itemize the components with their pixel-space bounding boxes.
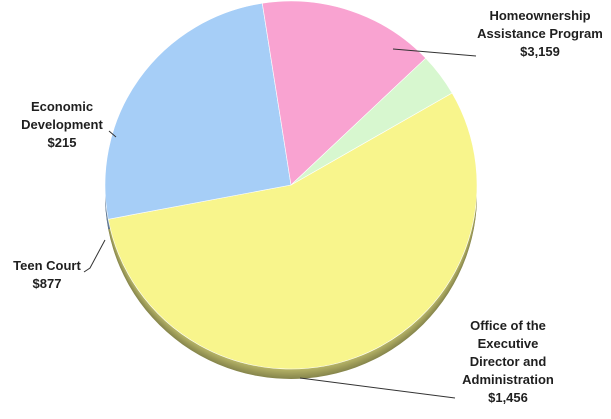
slice-label-office-of-the-executive-director-and-administration: Administration: [462, 372, 554, 387]
slice-labels: Homeownership Assistance Program $3,159 Off…: [13, 8, 603, 405]
pie-slice-office-of-the-executive-director-and-administration: [104, 2, 292, 220]
slice-label-economic-development: Economic: [31, 99, 93, 114]
pie-slice-homeownership-assistance-program: [107, 92, 478, 370]
pie-slices-layer: [104, 0, 478, 370]
slice-value-homeownership-assistance-program: $3,159: [520, 44, 560, 59]
slice-label-teen-court: Teen Court: [13, 258, 81, 273]
leader-line-homeownership-assistance-program: [392, 48, 477, 57]
leader-lines: [83, 48, 477, 399]
slice-label-homeownership-assistance-program: Assistance Program: [477, 26, 603, 41]
slice-label-homeownership-assistance-program: Homeownership: [489, 8, 590, 23]
slice-label-economic-development: Development: [21, 117, 103, 132]
pie-slice-economic-development: [290, 57, 453, 186]
slice-label-office-of-the-executive-director-and-administration: Office of the: [470, 318, 546, 333]
pie-slice-teen-court: [261, 0, 427, 186]
leader-line-teen-court: [83, 239, 106, 273]
slice-label-office-of-the-executive-director-and-administration: Executive: [478, 336, 539, 351]
leader-line-office-of-the-executive-director-and-administration: [299, 377, 456, 399]
slice-value-teen-court: $877: [33, 276, 62, 291]
slice-value-office-of-the-executive-director-and-administration: $1,456: [488, 390, 528, 405]
slice-label-office-of-the-executive-director-and-administration: Director and: [470, 354, 547, 369]
leader-line-economic-development: [108, 130, 117, 138]
slice-value-economic-development: $215: [48, 135, 77, 150]
